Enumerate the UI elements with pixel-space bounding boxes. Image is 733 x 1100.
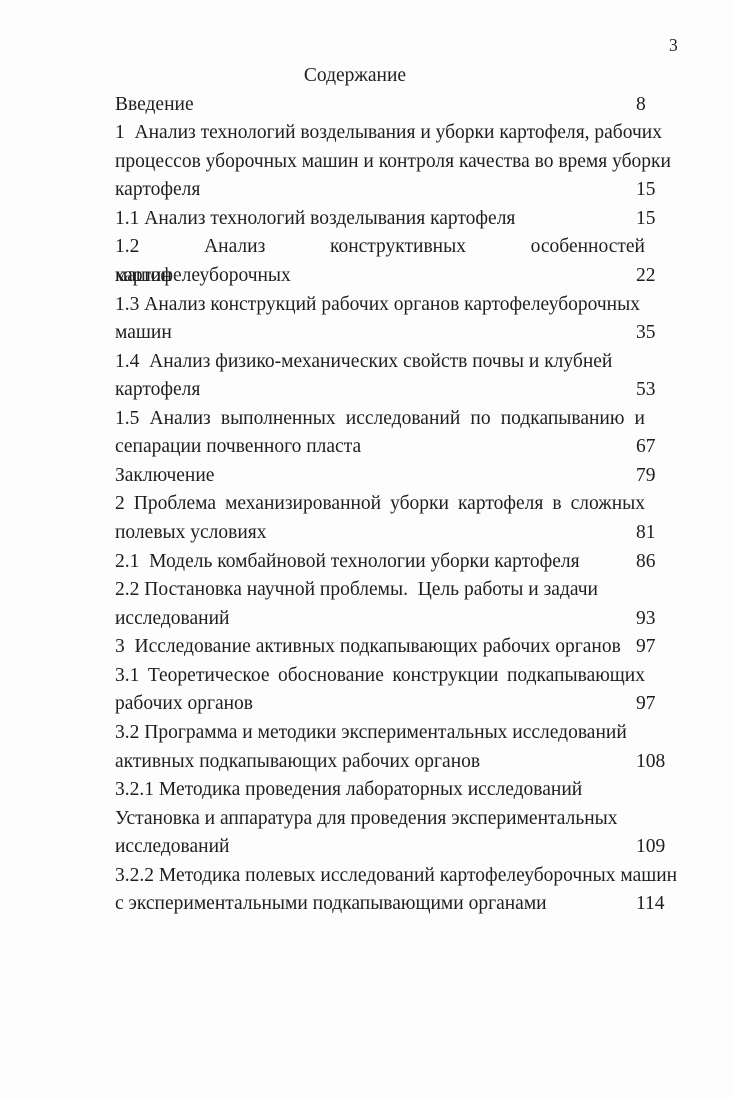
toc-page-number: 108	[636, 750, 666, 772]
toc-page-number: 97	[636, 693, 656, 715]
toc-entry-text: сепарации почвенного пласта	[115, 436, 362, 458]
toc-entry-text: исследований	[115, 607, 230, 629]
toc-entry-text: полевых условиях	[115, 522, 267, 543]
toc-entry-text: Установка и аппаратура для проведения эк…	[115, 807, 618, 829]
toc-line: 3.2 Программа и методики экспериментальн…	[115, 719, 645, 748]
toc-line: машин 22	[115, 262, 656, 291]
toc-line: 2 Проблема механизированной уборки карто…	[115, 490, 645, 519]
toc-page-number: 81	[636, 522, 656, 543]
toc-line: 1.5 Анализ выполненных исследований по п…	[115, 405, 645, 434]
toc-entry-text: 1.2 Анализ конструктивных особенностей к…	[115, 236, 645, 286]
toc-entry-text: 3.2 Программа и методики экспериментальн…	[115, 721, 627, 743]
toc-line: Установка и аппаратура для проведения эк…	[115, 805, 645, 834]
toc-line: исследований 109	[115, 833, 665, 862]
toc-line: 1.1 Анализ технологий возделывания карто…	[115, 205, 656, 234]
toc-page-number: 67	[636, 436, 656, 458]
toc-entry-text: машин	[115, 264, 172, 286]
toc-content: Содержание Введение 8 1 Анализ технологий …	[115, 62, 677, 919]
toc-entry-text: 2 Проблема механизированной уборки карто…	[115, 493, 645, 515]
toc-page-number: 79	[636, 464, 656, 486]
toc-page-number: 97	[636, 636, 656, 658]
toc-entry-text: процессов уборочных машин и контроля кач…	[115, 150, 671, 172]
toc-entry-text: активных подкапывающих рабочих органов	[115, 750, 481, 772]
toc-line: Введение 8	[115, 91, 646, 120]
toc-entry-text: 1 Анализ технологий возделывания и уборк…	[115, 122, 662, 144]
toc-line: 1 Анализ технологий возделывания и уборк…	[115, 119, 662, 148]
toc-line: 3.2.2 Методика полевых исследований карт…	[115, 862, 677, 891]
page-number: 3	[669, 35, 678, 55]
toc-line: 2.2 Постановка научной проблемы. Цель ра…	[115, 576, 645, 605]
toc-line: 1.4 Анализ физико-механических свойств п…	[115, 348, 645, 377]
toc-entry-text: картофеля	[115, 379, 201, 401]
toc-page-number: 114	[636, 893, 665, 915]
toc-page-number: 22	[636, 264, 656, 286]
toc-entry-text: 1.1 Анализ технологий возделывания карто…	[115, 207, 516, 229]
toc-line: рабочих органов 97	[115, 690, 656, 719]
toc-entry-text: 3 Исследование активных подкапывающих ра…	[115, 636, 621, 658]
toc-line: исследований 93	[115, 605, 656, 634]
toc-entry-text: машин	[115, 322, 172, 344]
toc-line: 1.2 Анализ конструктивных особенностей к…	[115, 233, 645, 286]
toc-entry-text: 1.3 Анализ конструкций рабочих органов к…	[115, 293, 640, 315]
toc-entry-text: 1.4 Анализ физико-механических свойств п…	[115, 350, 613, 372]
toc-line: активных подкапывающих рабочих органов 10…	[115, 748, 665, 777]
toc-page-number: 86	[636, 550, 656, 572]
toc-page-number: 53	[636, 379, 656, 401]
toc-line: 3.2.1 Методика проведения лабораторных и…	[115, 776, 645, 805]
toc-line: картофеля 15	[115, 176, 656, 205]
toc-entry-text: 3.2.1 Методика проведения лабораторных и…	[115, 779, 583, 801]
toc-line: 2.1 Модель комбайновой технологии уборки…	[115, 548, 656, 577]
toc-entry-text: 3.2.2 Методика полевых исследований карт…	[115, 864, 678, 886]
toc-entry-text: 3.1 Теоретическое обоснование конструкци…	[115, 664, 645, 686]
toc-line: 3.1 Теоретическое обоснование конструкци…	[115, 662, 645, 691]
toc-line: машин 35	[115, 319, 656, 348]
toc-entry-text: 2.2 Постановка научной проблемы. Цель ра…	[115, 579, 598, 601]
toc-page-number: 35	[636, 322, 656, 344]
toc-page-number: 8	[636, 93, 646, 115]
toc-entry-text: Введение	[115, 93, 194, 115]
toc-line: Заключение 79	[115, 462, 656, 491]
toc-page-number: 93	[636, 607, 656, 629]
toc-page-number: 15	[636, 179, 656, 201]
toc-entry-text: с экспериментальными подкапывающими орга…	[115, 893, 547, 915]
toc-line: 1.3 Анализ конструкций рабочих органов к…	[115, 291, 645, 320]
toc-line: картофеля 53	[115, 376, 656, 405]
toc-entry-text: 2.1 Модель комбайновой технологии уборки…	[115, 550, 580, 572]
toc-line: сепарации почвенного пласта 67	[115, 433, 656, 462]
toc-entry-text: исследований	[115, 836, 230, 858]
page-title: Содержание	[303, 65, 407, 86]
toc-page-number: 15	[636, 207, 656, 229]
toc-entry-text: Заключение	[115, 464, 215, 486]
toc-line: полевых условиях 81	[115, 519, 656, 548]
toc-line: с экспериментальными подкапывающими орга…	[115, 890, 665, 919]
toc-entry-text: рабочих органов	[115, 693, 253, 715]
toc-page-number: 109	[636, 836, 666, 858]
toc-lines: Введение 8 1 Анализ технологий возделывани…	[115, 91, 677, 919]
toc-entry-text: картофеля	[115, 179, 201, 201]
toc-entry-text: 1.5 Анализ выполненных исследований по п…	[115, 407, 645, 429]
toc-line: процессов уборочных машин и контроля кач…	[115, 148, 671, 177]
toc-line: 3 Исследование активных подкапывающих ра…	[115, 633, 656, 662]
